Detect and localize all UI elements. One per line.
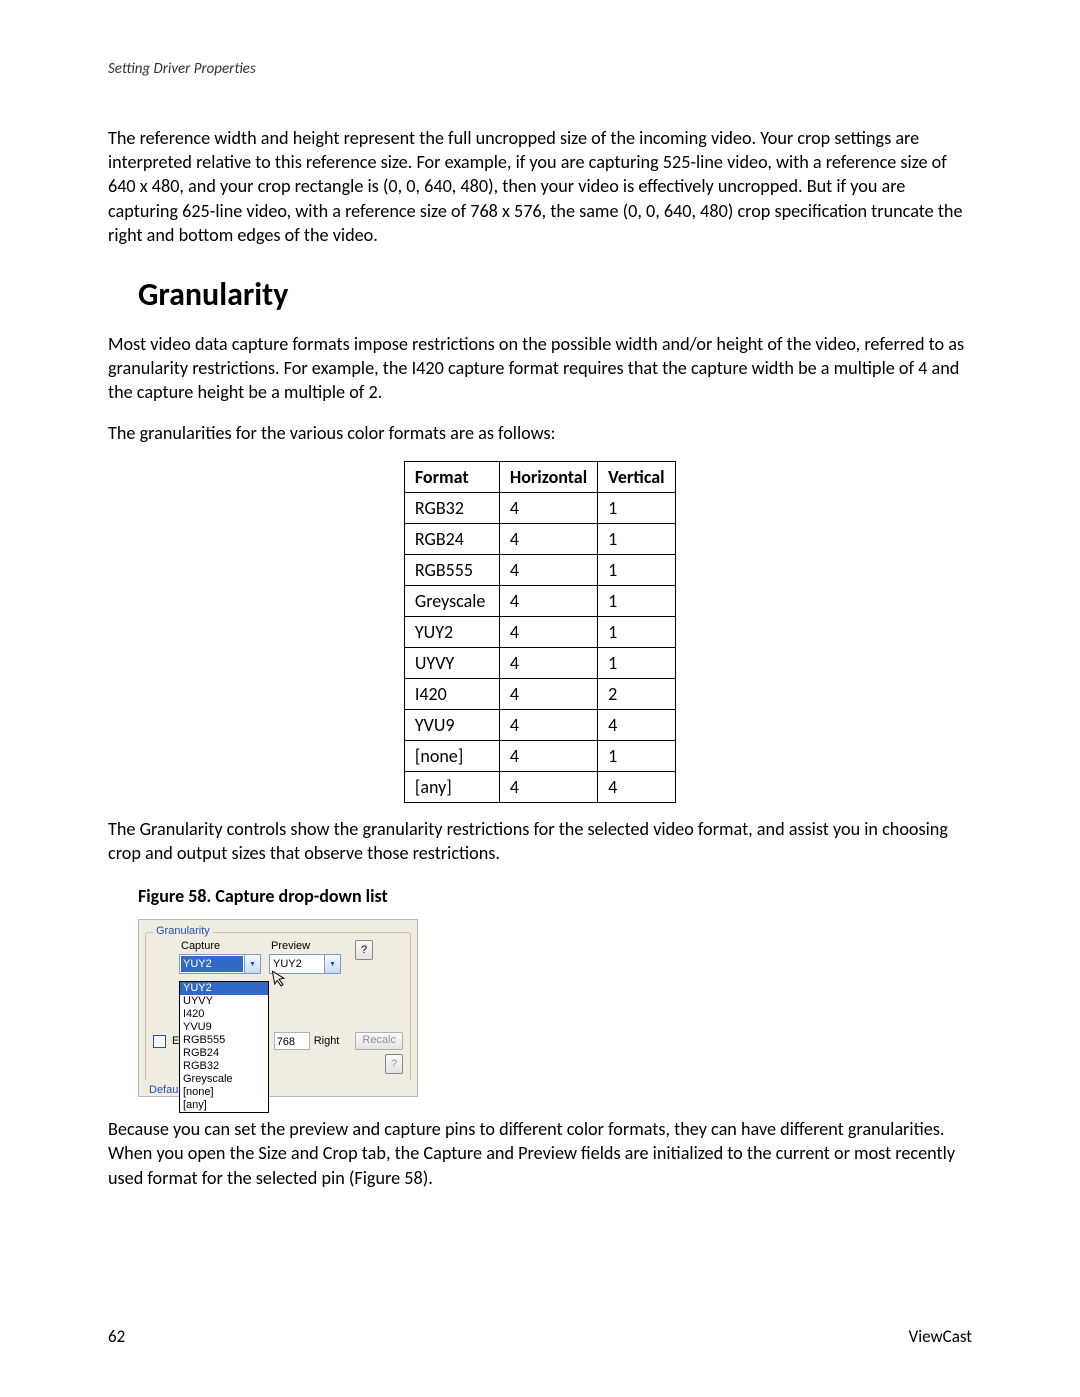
table-cell: [any] [404,771,499,802]
table-cell: 1 [598,740,676,771]
table-row: [any]44 [404,771,675,802]
paragraph-controls: The Granularity controls show the granul… [108,817,972,865]
table-row: UYVY41 [404,647,675,678]
table-cell: 4 [499,678,597,709]
table-cell: YVU9 [404,709,499,740]
table-cell: YUY2 [404,616,499,647]
table-cell: 1 [598,554,676,585]
table-cell: 4 [499,554,597,585]
paragraph-bottom: Because you can set the preview and capt… [108,1117,972,1190]
dropdown-item[interactable]: YVU9 [180,1021,268,1034]
preview-combo-button[interactable]: ▼ [324,955,340,973]
table-cell: RGB555 [404,554,499,585]
capture-combo-value: YUY2 [181,956,243,972]
enable-checkbox[interactable] [153,1035,166,1048]
table-row: YUY241 [404,616,675,647]
table-cell: 1 [598,616,676,647]
table-cell: 4 [598,771,676,802]
capture-label: Capture [181,940,261,952]
dropdown-item[interactable]: [none] [180,1086,268,1099]
table-row: RGB2441 [404,523,675,554]
table-cell: 4 [499,771,597,802]
table-row: I42042 [404,678,675,709]
table-cell: 1 [598,492,676,523]
capture-dropdown-figure: Granularity Capture YUY2 ▼ Preview YUY2 [138,919,418,1097]
table-cell: 4 [499,585,597,616]
dropdown-item[interactable]: RGB24 [180,1047,268,1060]
table-cell: 2 [598,678,676,709]
table-row: Greyscale41 [404,585,675,616]
table-row: [none]41 [404,740,675,771]
table-cell: 4 [499,740,597,771]
paragraph-granularity-1: Most video data capture formats impose r… [108,332,972,405]
dropdown-item[interactable]: UYVY [180,995,268,1008]
table-cell: 1 [598,523,676,554]
table-cell: RGB24 [404,523,499,554]
paragraph-intro: The reference width and height represent… [108,126,972,247]
granularity-table: FormatHorizontalVertical RGB3241RGB2441R… [404,461,676,803]
page-number: 62 [108,1326,125,1347]
table-cell: 4 [499,709,597,740]
capture-dropdown-list[interactable]: YUY2UYVYI420YVU9RGB555RGB24RGB32Greyscal… [179,981,269,1113]
table-row: RGB3241 [404,492,675,523]
table-header: Horizontal [499,461,597,492]
paragraph-granularity-2: The granularities for the various color … [108,421,972,445]
table-cell: RGB32 [404,492,499,523]
dropdown-item[interactable]: [any] [180,1099,268,1112]
table-row: YVU944 [404,709,675,740]
help-button[interactable]: ? [355,940,373,960]
table-cell: 4 [499,492,597,523]
table-header: Format [404,461,499,492]
table-cell: 4 [598,709,676,740]
capture-combo-button[interactable]: ▼ [244,955,260,973]
table-cell: 4 [499,523,597,554]
running-header: Setting Driver Properties [108,60,972,78]
table-cell: 1 [598,647,676,678]
table-cell: UYVY [404,647,499,678]
capture-combo[interactable]: YUY2 ▼ [179,954,261,974]
table-cell: I420 [404,678,499,709]
section-heading-granularity: Granularity [138,275,972,314]
table-cell: 4 [499,616,597,647]
dropdown-item[interactable]: YUY2 [180,982,268,995]
figure-caption: Figure 58. Capture drop-down list [138,885,972,907]
group-label-granularity: Granularity [153,925,213,937]
table-cell: Greyscale [404,585,499,616]
recalc-button[interactable]: Recalc [355,1032,403,1050]
width-value-box[interactable]: 768 [274,1032,310,1050]
help-button-2[interactable]: ? [385,1054,403,1074]
table-cell: 4 [499,647,597,678]
footer-brand: ViewCast [909,1326,972,1347]
table-cell: 1 [598,585,676,616]
dropdown-item[interactable]: RGB555 [180,1034,268,1047]
right-label: Right [314,1035,340,1047]
dropdown-item[interactable]: I420 [180,1008,268,1021]
table-cell: [none] [404,740,499,771]
dropdown-item[interactable]: RGB32 [180,1060,268,1073]
table-row: RGB55541 [404,554,675,585]
dropdown-item[interactable]: Greyscale [180,1073,268,1086]
table-header: Vertical [598,461,676,492]
preview-label: Preview [271,940,341,952]
